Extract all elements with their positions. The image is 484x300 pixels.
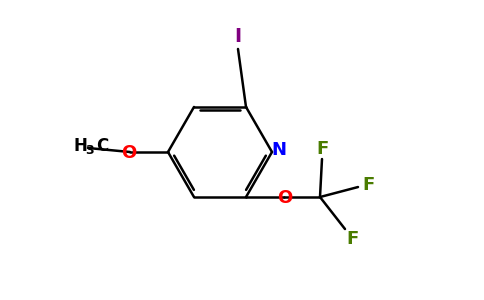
Text: F: F bbox=[347, 230, 359, 248]
Text: F: F bbox=[316, 140, 328, 158]
Text: C: C bbox=[96, 137, 108, 155]
Text: N: N bbox=[272, 141, 287, 159]
Text: 3: 3 bbox=[86, 145, 94, 158]
Text: I: I bbox=[234, 28, 242, 46]
Text: O: O bbox=[121, 144, 136, 162]
Text: F: F bbox=[363, 176, 375, 194]
Text: H: H bbox=[73, 137, 87, 155]
Text: O: O bbox=[277, 189, 293, 207]
